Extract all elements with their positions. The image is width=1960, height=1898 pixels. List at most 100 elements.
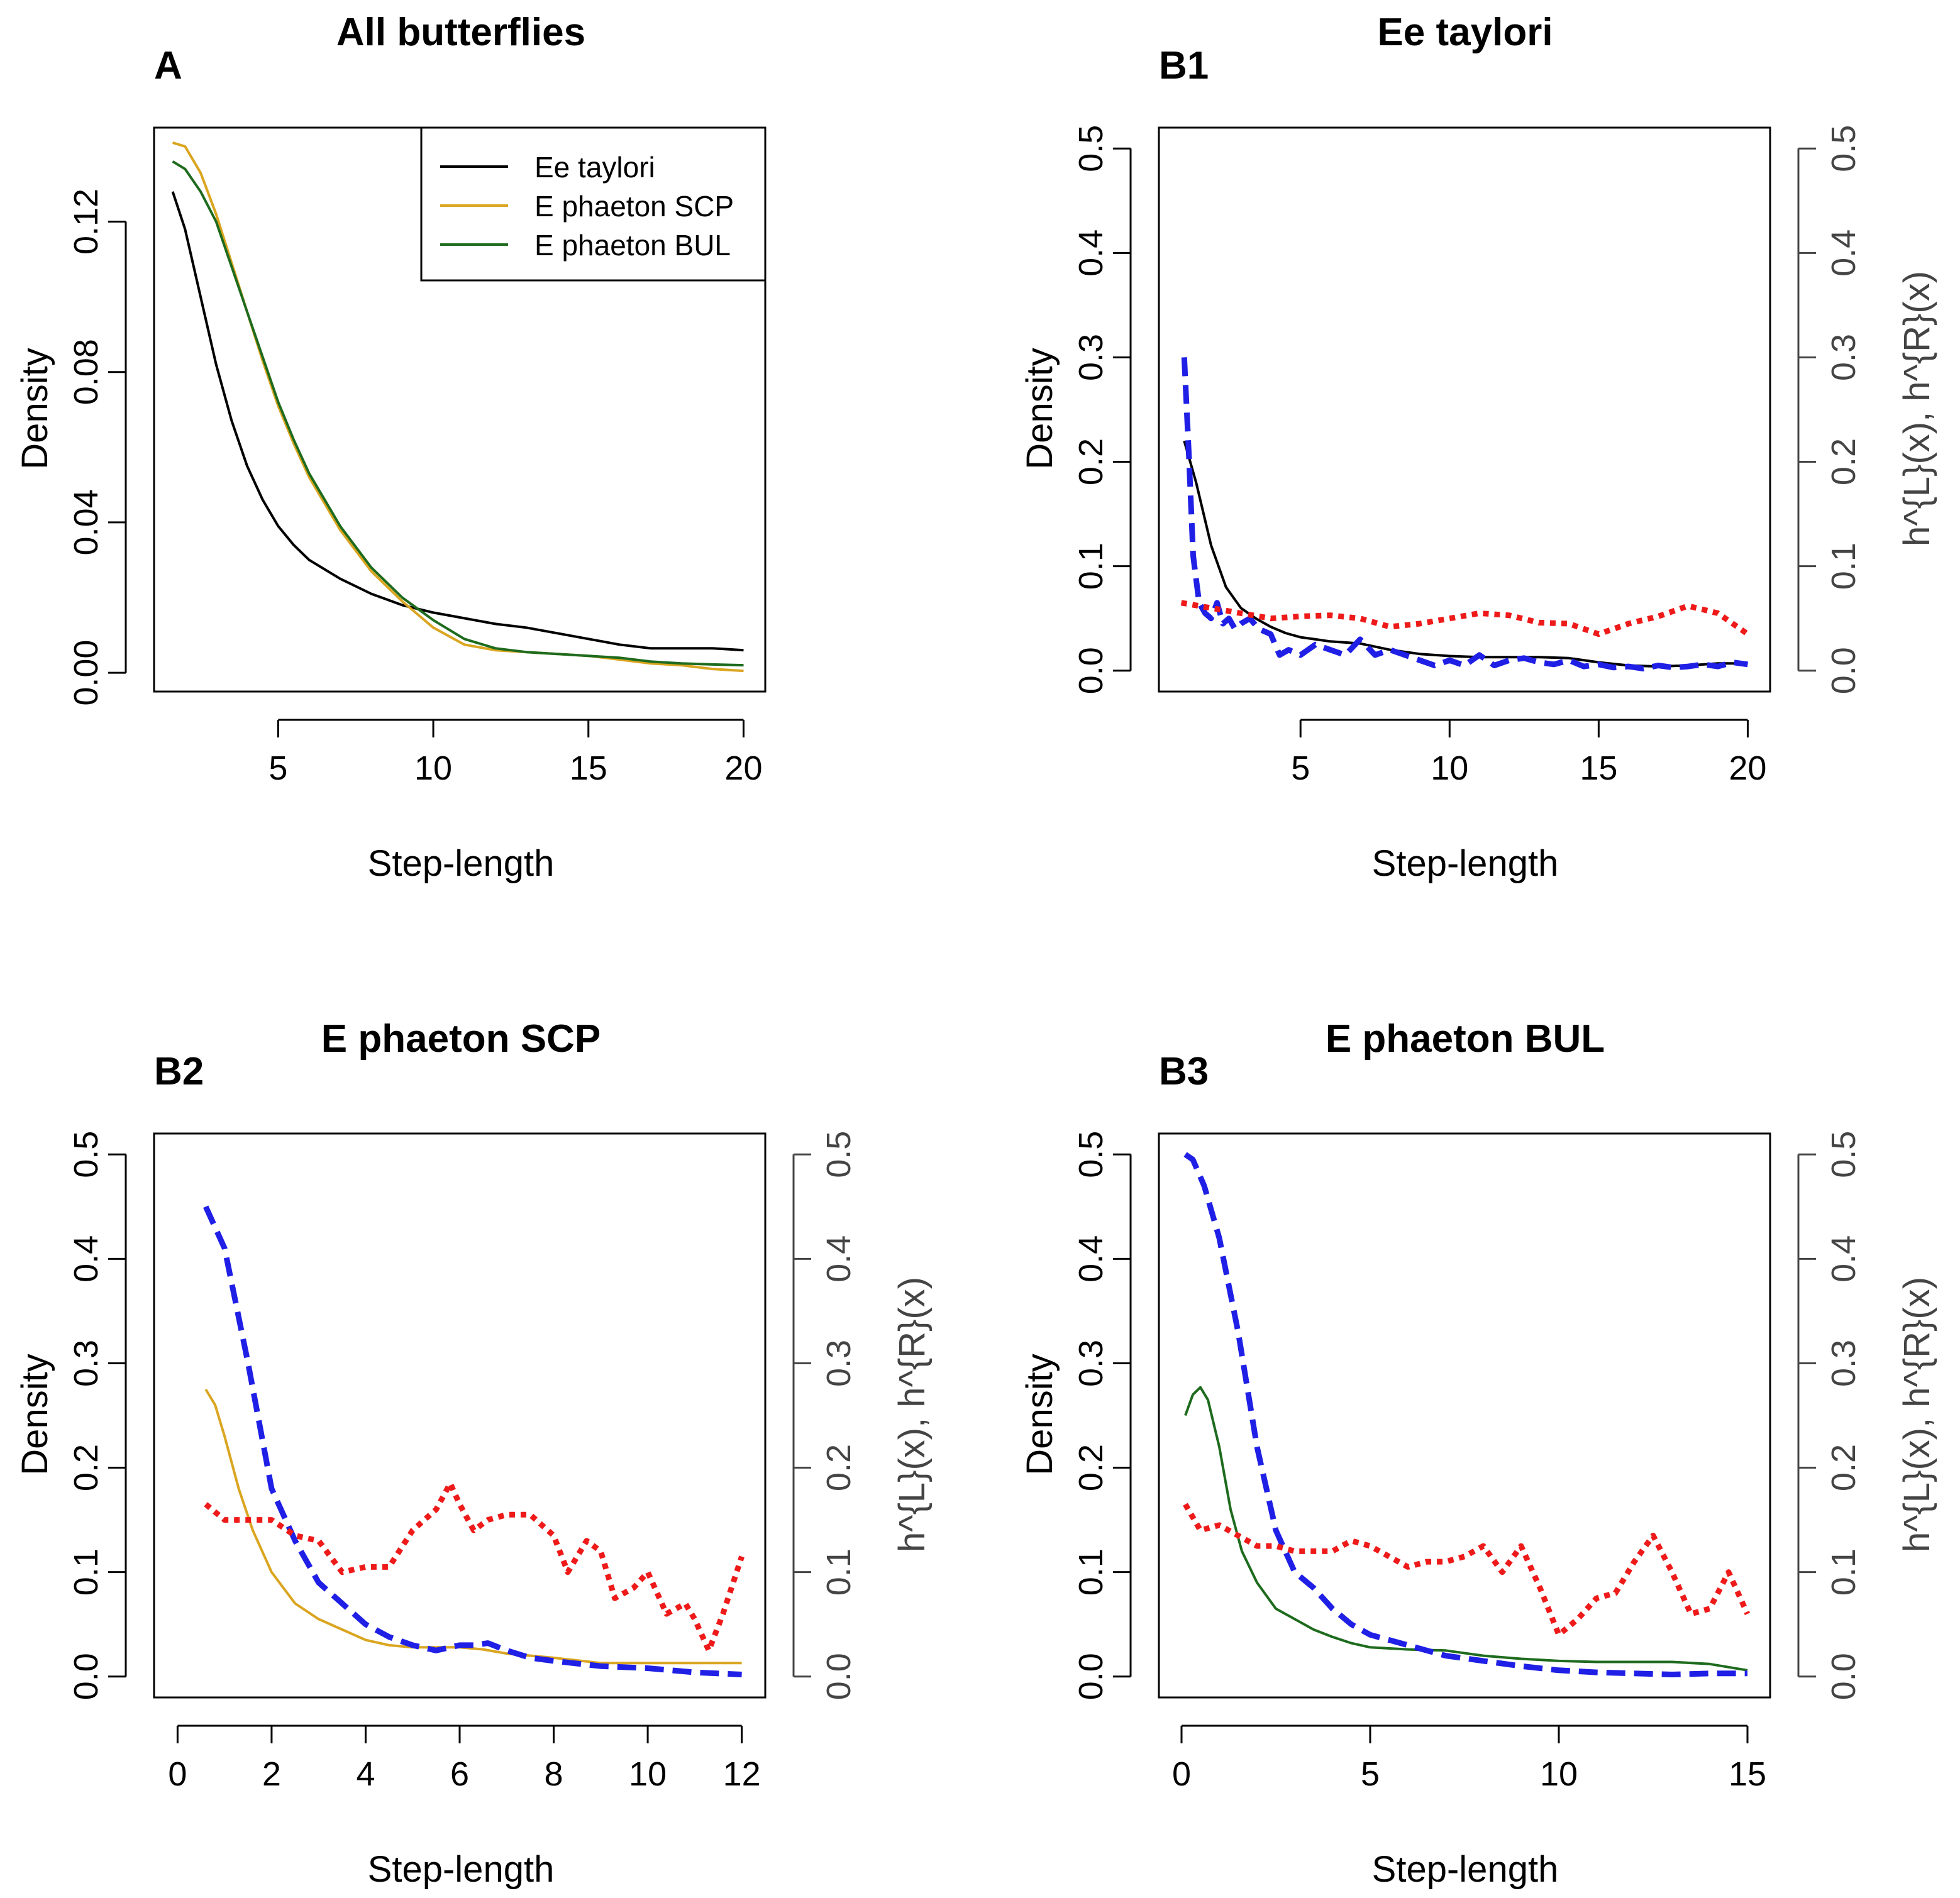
y-tick-label: 0.2: [67, 1444, 105, 1491]
legend-label-e-phaeton-scp: E phaeton SCP: [534, 190, 734, 223]
y-tick-label: 0.4: [1072, 1235, 1110, 1283]
panel-b3-series: [1183, 1152, 1751, 1677]
panel-b1-y-label: Density: [1019, 348, 1060, 469]
panel-b1-label: B1: [1159, 44, 1209, 87]
panel-b2-y-label: Density: [14, 1354, 55, 1475]
panel-a-legend: Ee taylori E phaeton SCP E phaeton BUL: [420, 126, 767, 282]
y-tick-label: 0.1: [1072, 543, 1110, 590]
panel-b1-title: Ee taylori: [1377, 11, 1553, 54]
y-tick-label: 0.12: [67, 189, 105, 255]
x-tick-label: 5: [1291, 749, 1310, 787]
panel-b2-y-axis: 0.0 0.1 0.2 0.3 0.4 0.5: [67, 1131, 127, 1700]
right-tick-label: 0.1: [820, 1548, 858, 1596]
panel-a-y-axis: 0.00 0.04 0.08 0.12: [67, 189, 127, 706]
legend-box: [420, 126, 767, 282]
series-line-e-phaeton-scp: [172, 141, 744, 673]
right-tick-label: 0.5: [1825, 1131, 1863, 1178]
x-tick-label: 5: [1361, 1755, 1380, 1793]
panel-b2: E phaeton SCP B2 0.00.10.20.30.40.5 0.00…: [14, 1017, 933, 1890]
panel-a-x-axis: 5 10 15 20: [269, 719, 763, 787]
panel-b3-right-y-label: h^{L}(x), h^{R}(x): [1896, 1277, 1937, 1552]
y-tick-label: 0.3: [1072, 1340, 1110, 1387]
panel-b1-x-label: Step-length: [1372, 843, 1559, 884]
legend-label-e-phaeton-bul: E phaeton BUL: [534, 229, 731, 262]
series-line-density: [1183, 440, 1748, 668]
panel-b1-y-axis: 0.0 0.1 0.2 0.3 0.4 0.5: [1072, 125, 1132, 694]
series-line-e-phaeton-bul: [172, 160, 744, 667]
y-tick-label: 0.04: [67, 489, 105, 555]
x-tick-label: 15: [1729, 1755, 1766, 1793]
x-tick-label: 2: [262, 1755, 281, 1793]
panel-b3: E phaeton BUL B3 0.00.10.20.30.40.5 0.00…: [1019, 1017, 1937, 1890]
x-tick-label: 15: [1580, 749, 1617, 787]
y-tick-label: 0.2: [1072, 1444, 1110, 1491]
right-tick-label: 0.3: [820, 1340, 858, 1387]
x-tick-label: 10: [629, 1755, 667, 1793]
y-tick-label: 0.08: [67, 339, 105, 405]
right-tick-label: 0.0: [1825, 1653, 1863, 1700]
panel-b2-series: [203, 1205, 745, 1677]
x-tick-label: 4: [356, 1755, 375, 1793]
y-tick-label: 0.5: [1072, 125, 1110, 172]
panel-b1-series: [1180, 357, 1749, 671]
panel-b2-x-axis: 0 2 4 6 8 10 12: [168, 1724, 761, 1793]
panel-b2-x-label: Step-length: [368, 1849, 555, 1890]
right-tick-label: 0.0: [820, 1653, 858, 1700]
legend-label-ee-taylori: Ee taylori: [534, 151, 655, 184]
series-line-h-r-x: [204, 1481, 745, 1653]
right-tick-label: 0.1: [1825, 1548, 1863, 1596]
right-tick-label: 0.5: [820, 1131, 858, 1178]
y-tick-label: 0.00: [67, 640, 105, 706]
right-tick-label: 0.0: [1825, 647, 1863, 694]
right-tick-label: 0.2: [1825, 1444, 1863, 1491]
panel-b2-plot-frame: [153, 1132, 767, 1699]
x-tick-label: 0: [1172, 1755, 1191, 1793]
y-tick-label: 0.3: [67, 1340, 105, 1387]
y-tick-label: 0.5: [67, 1131, 105, 1178]
series-line-density: [204, 1388, 742, 1665]
y-tick-label: 0.5: [1072, 1131, 1110, 1178]
x-tick-label: 20: [1729, 749, 1766, 787]
x-tick-label: 8: [545, 1755, 563, 1793]
panel-b1-plot-frame: [1158, 126, 1771, 693]
x-tick-label: 0: [168, 1755, 187, 1793]
y-tick-label: 0.3: [1072, 334, 1110, 381]
series-line-ee-taylori: [171, 191, 744, 652]
panel-b3-y-label: Density: [1019, 1354, 1060, 1475]
series-line-h-r-x: [1180, 600, 1749, 637]
series-line-density: [1184, 1386, 1748, 1672]
y-tick-label: 0.2: [1072, 438, 1110, 485]
x-tick-label: 10: [1540, 1755, 1578, 1793]
y-tick-label: 0.0: [1072, 1653, 1110, 1700]
panel-b1-right-y-label: h^{L}(x), h^{R}(x): [1896, 271, 1937, 546]
panel-b1-right-axis: 0.0 0.1 0.2 0.3 0.4 0.5: [1797, 125, 1863, 694]
series-line-h-r-x: [1183, 1503, 1751, 1638]
panel-b2-right-axis: 0.0 0.1 0.2 0.3 0.4 0.5: [792, 1131, 858, 1700]
panel-a-title: All butterflies: [336, 11, 585, 54]
series-line-h-l-x: [203, 1205, 742, 1677]
x-tick-label: 6: [450, 1755, 469, 1793]
panel-b3-y-axis: 0.0 0.1 0.2 0.3 0.4 0.5: [1072, 1131, 1132, 1700]
right-tick-label: 0.3: [1825, 334, 1863, 381]
x-tick-label: 10: [414, 749, 452, 787]
panel-b3-x-axis: 0 5 10 15: [1172, 1724, 1766, 1793]
panel-a-y-label: Density: [14, 348, 55, 469]
right-tick-label: 0.5: [1825, 125, 1863, 172]
panel-b2-label: B2: [154, 1050, 204, 1093]
panel-a: All butterflies A 0.00 0.04 0.08 0.12 5 10 15…: [14, 11, 767, 884]
y-tick-label: 0.1: [67, 1548, 105, 1596]
right-tick-label: 0.2: [1825, 438, 1863, 485]
right-tick-label: 0.2: [820, 1444, 858, 1491]
x-tick-label: 15: [570, 749, 607, 787]
right-tick-label: 0.4: [1825, 1235, 1863, 1283]
panel-b3-x-label: Step-length: [1372, 1849, 1559, 1890]
x-tick-label: 12: [723, 1755, 761, 1793]
x-tick-label: 5: [269, 749, 287, 787]
right-tick-label: 0.1: [1825, 543, 1863, 590]
x-tick-label: 20: [724, 749, 762, 787]
panel-b2-right-y-label: h^{L}(x), h^{R}(x): [892, 1277, 933, 1552]
panel-b3-right-axis: 0.0 0.1 0.2 0.3 0.4 0.5: [1797, 1131, 1863, 1700]
series-line-h-l-x: [1183, 1152, 1747, 1677]
panel-a-series: [171, 141, 744, 673]
